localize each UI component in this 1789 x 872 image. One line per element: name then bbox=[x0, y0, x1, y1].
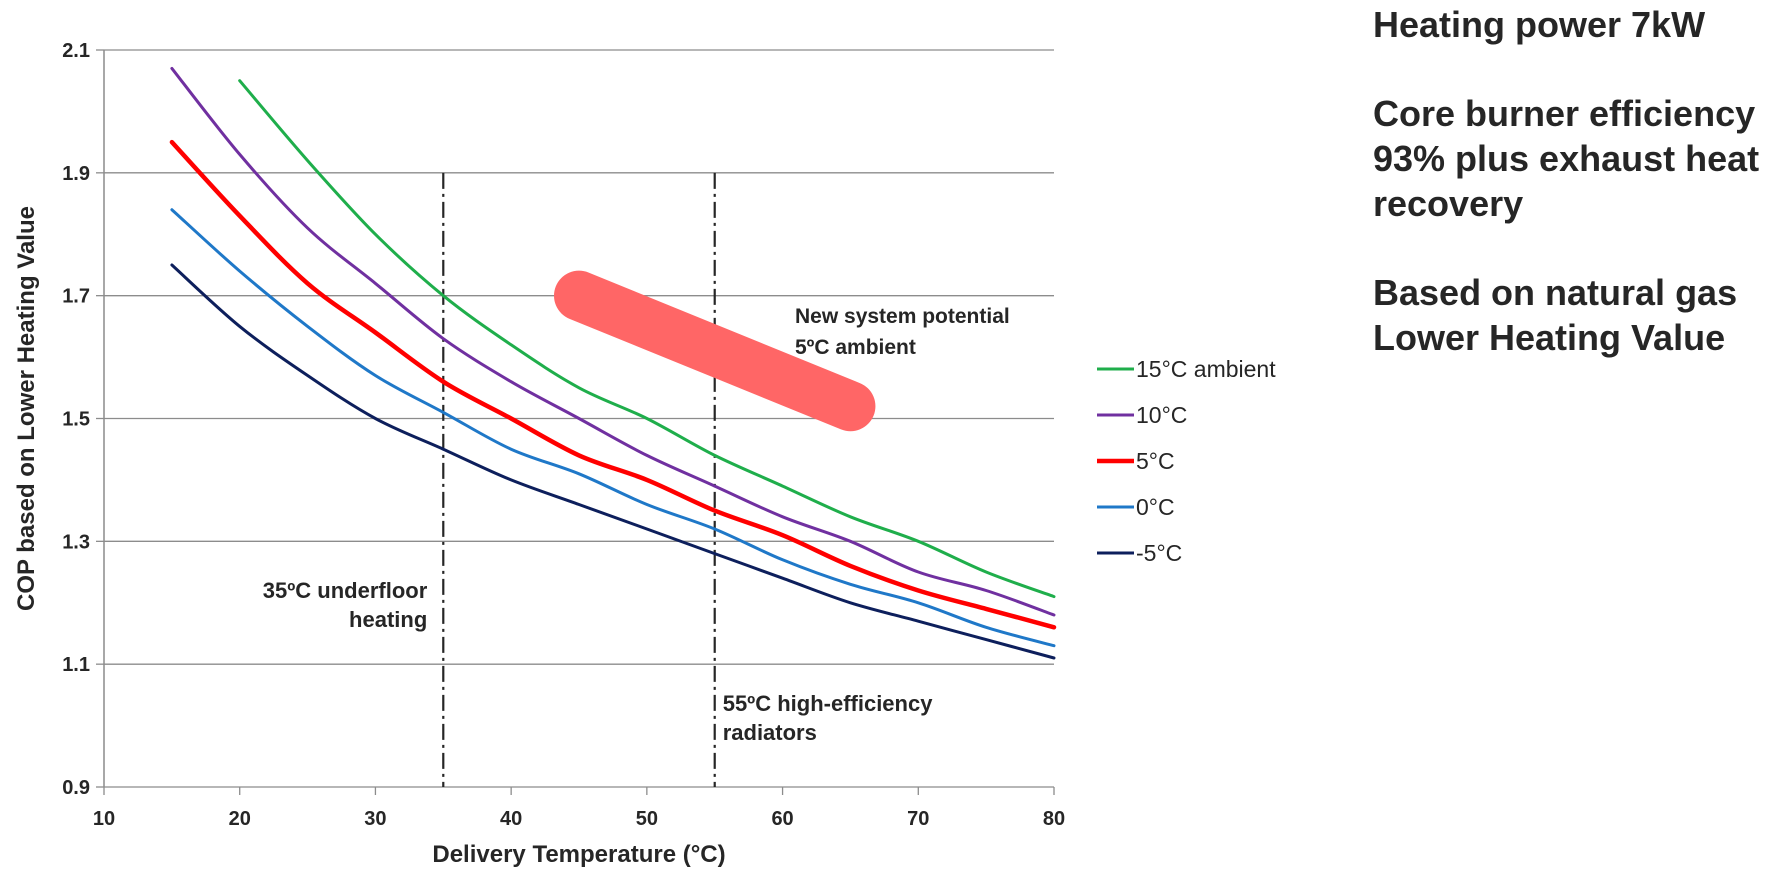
reference-lines bbox=[442, 172, 716, 787]
note-heating-power: Heating power 7kW bbox=[1373, 4, 1706, 45]
y-tick-label: 1.3 bbox=[62, 531, 90, 553]
x-tick-label: 80 bbox=[1043, 808, 1065, 830]
new-system-label: New system potential bbox=[795, 305, 1010, 328]
x-tick-label: 10 bbox=[93, 808, 115, 830]
x-tick-label: 30 bbox=[364, 808, 386, 830]
x-tick-label: 20 bbox=[229, 808, 251, 830]
series-layer bbox=[169, 66, 1057, 660]
series-line bbox=[170, 263, 1056, 660]
x-tick-label: 70 bbox=[907, 808, 929, 830]
y-tick-label: 1.5 bbox=[62, 409, 90, 431]
x-tick-label: 50 bbox=[636, 808, 658, 830]
y-tick-label: 1.9 bbox=[62, 163, 90, 185]
x-axis-title: Delivery Temperature (°C) bbox=[432, 841, 725, 868]
underfloor-label: 35ºC underfloor bbox=[263, 578, 428, 603]
axis-layer: 0.9 1.1 1.3 1.5 1.7 1.9 2.1 10 20 30 40 50 60 70 80 Del… bbox=[13, 40, 1065, 868]
series-line bbox=[170, 208, 1056, 648]
x-tick-label: 60 bbox=[771, 808, 793, 830]
y-tick-label: 1.1 bbox=[62, 654, 90, 676]
y-tick-label: 1.7 bbox=[62, 286, 90, 308]
note-natural-gas-basis: Based on natural gas Lower Heating Value bbox=[1373, 272, 1738, 358]
highlight-band bbox=[554, 270, 876, 432]
y-tick-label: 0.9 bbox=[62, 777, 90, 799]
legend-label: -5°C bbox=[1136, 540, 1182, 566]
radiators-label: 55ºC high-efficiency bbox=[723, 691, 934, 716]
series-line bbox=[170, 66, 1056, 617]
label-layer: 35ºC underfloor heating 55ºC high-efficien… bbox=[263, 305, 1010, 745]
legend: 15°C ambient 10°C 5°C 0°C -5°C bbox=[1097, 356, 1276, 566]
legend-label: 10°C bbox=[1136, 402, 1187, 428]
legend-label: 15°C ambient bbox=[1136, 356, 1276, 382]
note-burner-efficiency: Core burner efficiency 93% plus exhaust … bbox=[1373, 93, 1760, 224]
series-line bbox=[169, 139, 1057, 630]
y-tick-label: 2.1 bbox=[62, 40, 90, 62]
radiators-label: radiators bbox=[723, 720, 817, 745]
legend-label: 5°C bbox=[1136, 448, 1175, 474]
x-tick-label: 40 bbox=[500, 808, 522, 830]
underfloor-label: heating bbox=[349, 607, 427, 632]
side-notes: Heating power 7kW Core burner efficiency… bbox=[1373, 2, 1783, 404]
legend-label: 0°C bbox=[1136, 494, 1175, 520]
y-axis-title: COP based on Lower Heating Value bbox=[13, 206, 40, 611]
series-line bbox=[238, 79, 1056, 599]
new-system-band bbox=[554, 270, 876, 432]
new-system-label: 5ºC ambient bbox=[795, 336, 916, 359]
